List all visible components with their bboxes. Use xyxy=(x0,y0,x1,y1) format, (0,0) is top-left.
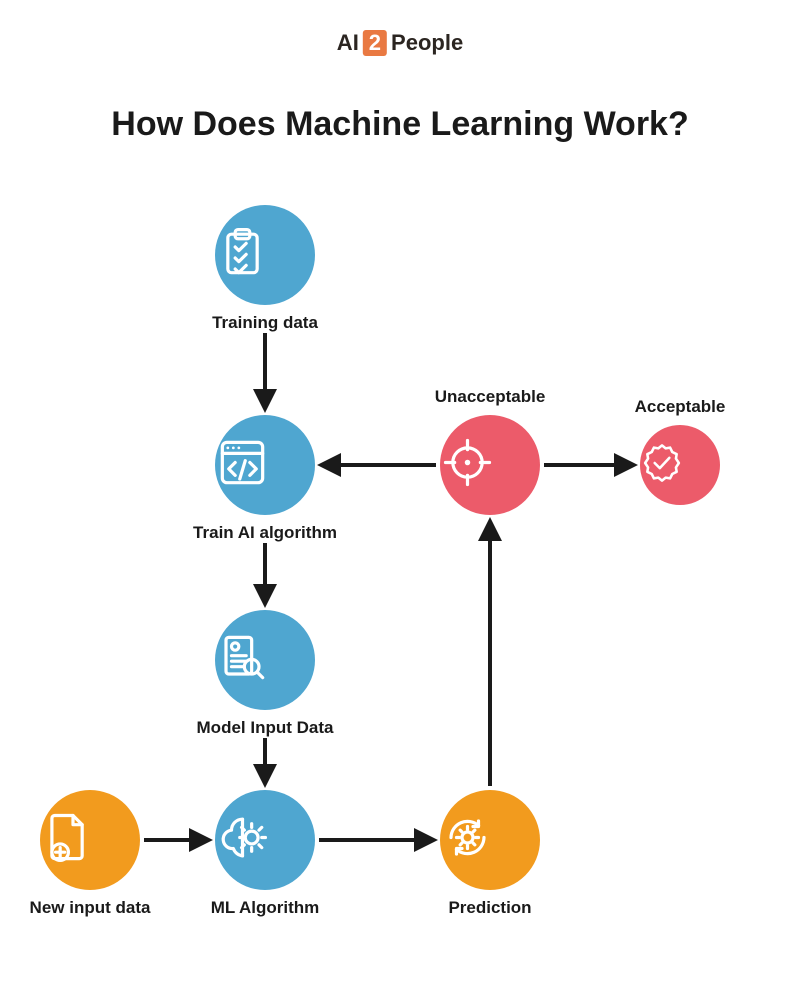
node-label-new_in: New input data xyxy=(30,898,151,918)
file-plus-icon xyxy=(40,810,140,870)
clipboard-icon xyxy=(215,225,315,285)
badge-check-icon xyxy=(640,441,720,490)
cycle-gear-icon xyxy=(440,810,540,870)
doc-search-icon xyxy=(215,630,315,690)
flowchart: Training data Train AI algorithm Model Inp… xyxy=(0,0,800,1000)
node-label-unaccept: Unacceptable xyxy=(435,387,546,407)
target-icon xyxy=(440,435,540,495)
node-prediction xyxy=(440,790,540,890)
node-label-training: Training data xyxy=(212,313,318,333)
node-label-train_algo: Train AI algorithm xyxy=(193,523,337,543)
node-label-model_in: Model Input Data xyxy=(197,718,334,738)
node-training xyxy=(215,205,315,305)
node-ml_algo xyxy=(215,790,315,890)
node-model_in xyxy=(215,610,315,710)
node-new_in xyxy=(40,790,140,890)
node-train_algo xyxy=(215,415,315,515)
node-unaccept xyxy=(440,415,540,515)
node-label-prediction: Prediction xyxy=(448,898,531,918)
node-label-ml_algo: ML Algorithm xyxy=(211,898,320,918)
code-icon xyxy=(215,435,315,495)
node-label-accept: Acceptable xyxy=(635,397,726,417)
node-accept xyxy=(640,425,720,505)
brain-gear-icon xyxy=(215,810,315,870)
